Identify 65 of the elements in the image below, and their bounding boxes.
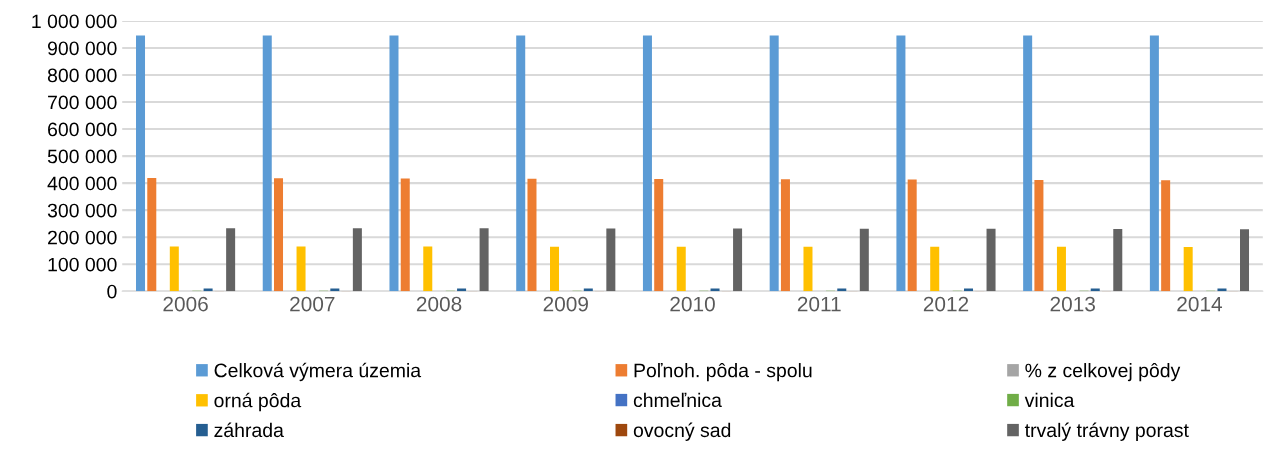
x-tick-label: 2014: [1177, 296, 1223, 312]
bar: [1034, 179, 1044, 292]
bar: [169, 246, 179, 292]
bar: [389, 35, 399, 292]
x-tick-label: 2009: [543, 296, 588, 312]
bar: [986, 228, 996, 292]
y-tick-label: 700 000: [48, 95, 117, 110]
legend-label: ovocný sad: [633, 422, 731, 441]
bar: [516, 35, 526, 292]
bar: [654, 179, 664, 292]
bar: [1149, 35, 1159, 292]
bar: [780, 179, 790, 292]
bar: [1056, 246, 1066, 292]
bar: [479, 228, 489, 292]
bar: [859, 228, 869, 292]
x-tick-label: 2012: [923, 296, 969, 312]
bar: [226, 228, 236, 292]
legend-label: záhrada: [214, 422, 284, 438]
y-tick-label: 600 000: [48, 122, 117, 137]
x-tick-label: 2007: [290, 296, 335, 312]
x-tick-label: 2008: [416, 296, 462, 312]
bar: [1240, 229, 1250, 292]
bar: [274, 178, 284, 292]
y-tick-label: 200 000: [48, 230, 117, 245]
bar: [147, 178, 157, 292]
x-tick-label: 2013: [1050, 296, 1095, 312]
y-tick-label: 500 000: [47, 149, 117, 164]
y-tick-label: 800 000: [47, 68, 117, 83]
bar: [1023, 35, 1033, 292]
bar: [550, 246, 560, 292]
bar: [606, 228, 616, 292]
bar: [400, 178, 410, 292]
bar: [1183, 246, 1193, 292]
legend-label: % z celkovej pôdy: [1025, 362, 1181, 382]
y-tick-label: 300 000: [47, 203, 117, 218]
x-tick-label: 2006: [163, 296, 208, 312]
bar: [896, 35, 906, 292]
y-tick-label: 100 000: [48, 257, 117, 272]
bar: [296, 246, 306, 292]
legend-label: orná pôda: [214, 392, 302, 412]
bar: [733, 228, 743, 292]
y-tick-label: 900 000: [47, 41, 117, 56]
legend-label: Poľnoh. pôda - spolu: [634, 362, 812, 382]
legend-label: trvalý trávny porast: [1024, 422, 1189, 441]
bar: [769, 35, 779, 292]
bar: [262, 35, 272, 292]
bar: [676, 246, 686, 292]
bar: [1113, 229, 1123, 292]
y-tick-label: 1 000 000: [32, 14, 117, 29]
bar: [930, 246, 940, 292]
x-tick-label: 2010: [670, 296, 715, 312]
bar: [136, 35, 146, 292]
y-tick-label: 400 000: [47, 176, 117, 191]
y-tick-label: 0: [107, 284, 117, 299]
legend-label: Celková výmera územia: [214, 362, 422, 382]
bar: [642, 35, 652, 292]
bar: [803, 246, 813, 292]
x-tick-label: 2011: [797, 296, 841, 312]
bar: [1161, 180, 1171, 292]
bar: [423, 246, 433, 292]
legend-label: vinica: [1024, 392, 1075, 408]
bar: [907, 179, 917, 292]
bar: [352, 228, 362, 292]
bar: [527, 178, 537, 292]
legend-label: chmeľnica: [633, 392, 722, 408]
